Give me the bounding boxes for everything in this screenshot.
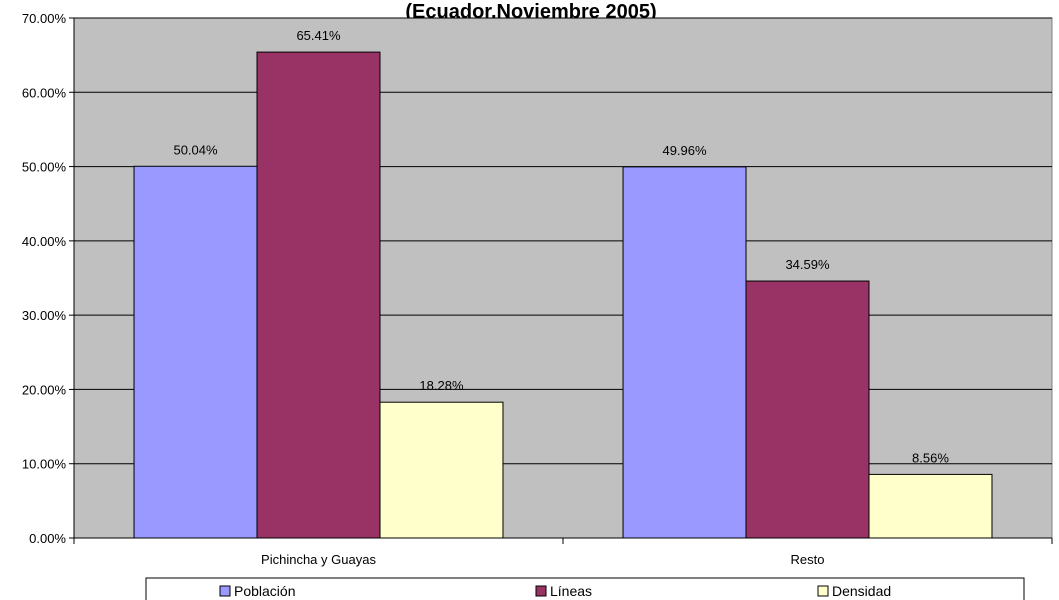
bar bbox=[745, 280, 870, 539]
y-tick-label: 60.00% bbox=[22, 85, 67, 100]
bar bbox=[133, 165, 258, 539]
x-tick-label: Pichincha y Guayas bbox=[261, 552, 376, 567]
y-tick-label: 0.00% bbox=[29, 531, 66, 546]
bar bbox=[622, 166, 747, 539]
bars bbox=[133, 51, 993, 539]
bar bbox=[256, 51, 381, 539]
data-label: 65.41% bbox=[296, 28, 341, 43]
y-tick-label: 10.00% bbox=[22, 457, 67, 472]
data-label: 49.96% bbox=[662, 143, 707, 158]
legend-label: Población bbox=[234, 583, 296, 599]
data-labels: 50.04% 65.41% 18.28% 49.96% 34.59% 8.56% bbox=[173, 28, 949, 465]
legend-label: Líneas bbox=[550, 583, 592, 599]
y-tick-label: 20.00% bbox=[22, 382, 67, 397]
y-axis: 0.00% 10.00% 20.00% 30.00% 40.00% 50.00% 60.00… bbox=[22, 11, 75, 546]
y-tick-label: 70.00% bbox=[22, 11, 67, 26]
x-axis: Pichincha y Guayas Resto bbox=[73, 537, 1053, 567]
bar bbox=[868, 473, 993, 539]
legend-swatch bbox=[219, 585, 231, 597]
y-tick-label: 30.00% bbox=[22, 308, 67, 323]
legend-box bbox=[145, 577, 1025, 600]
legend-swatch bbox=[535, 585, 547, 597]
data-label: 18.28% bbox=[419, 378, 464, 393]
y-tick-label: 50.00% bbox=[22, 160, 67, 175]
bar bbox=[379, 401, 504, 539]
legend-swatch bbox=[817, 585, 829, 597]
x-tick-label: Resto bbox=[791, 552, 825, 567]
data-label: 50.04% bbox=[173, 142, 218, 157]
y-tick-label: 40.00% bbox=[22, 234, 67, 249]
data-label: 34.59% bbox=[785, 257, 830, 272]
data-label: 8.56% bbox=[912, 450, 949, 465]
legend-label: Densidad bbox=[832, 583, 891, 599]
legend: Población Líneas Densidad bbox=[145, 577, 1025, 600]
